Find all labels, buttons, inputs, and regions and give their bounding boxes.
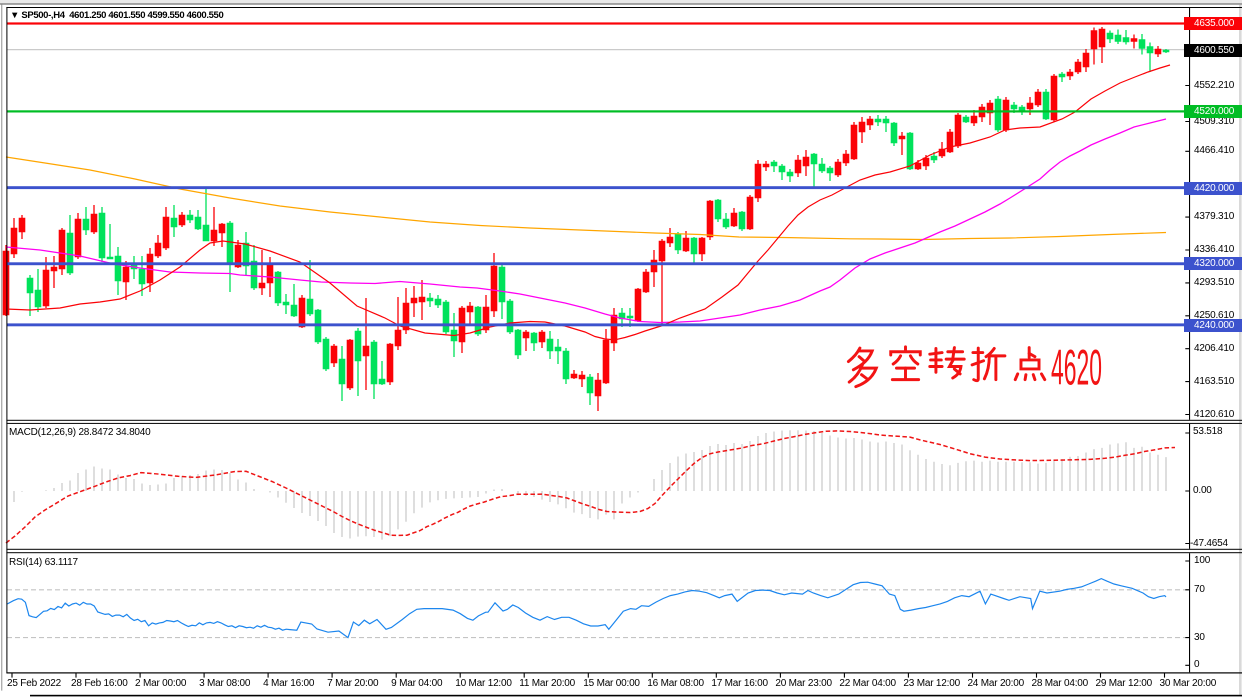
svg-text:4620: 4620: [1051, 340, 1102, 396]
